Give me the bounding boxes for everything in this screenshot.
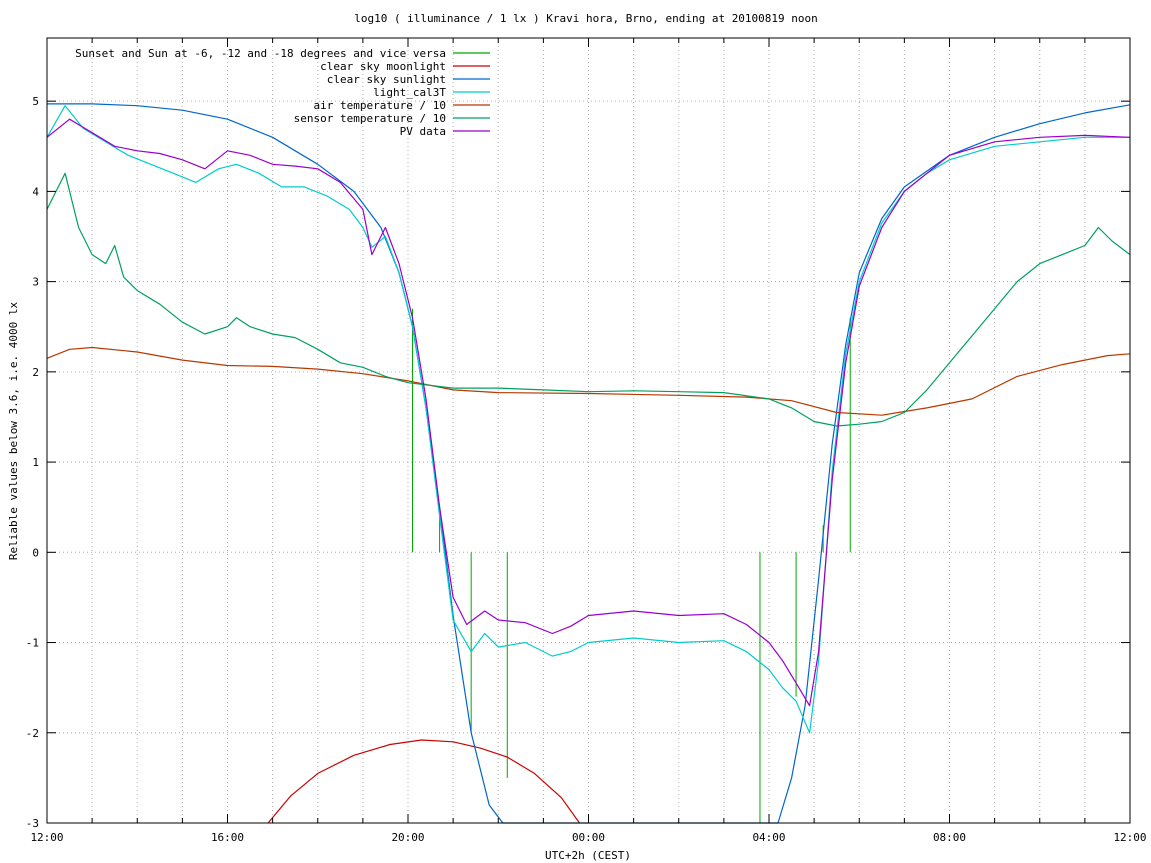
x-tick-label: 12:00 — [1113, 831, 1146, 844]
tick-marks — [47, 38, 1130, 824]
x-tick-label: 16:00 — [211, 831, 244, 844]
x-axis-label: UTC+2h (CEST) — [545, 849, 631, 862]
x-tick-label: 12:00 — [30, 831, 63, 844]
legend-label: sensor temperature / 10 — [294, 112, 446, 125]
y-tick-label: -3 — [26, 817, 39, 830]
y-tick-label: -1 — [26, 637, 39, 650]
plot-area — [46, 103, 1131, 824]
legend-label: clear sky sunlight — [327, 73, 446, 86]
chart-title: log10 ( illuminance / 1 lx ) Kravi hora,… — [354, 12, 818, 25]
series-air-temperature-10 — [46, 346, 1131, 416]
series-line — [46, 118, 1131, 707]
series-clear-sky-moonlight — [267, 739, 580, 824]
series-clear-sky-sunlight — [47, 103, 1131, 824]
legend-label: PV data — [400, 125, 446, 138]
y-tick-label: 5 — [32, 95, 39, 108]
series-light-cal3t — [46, 105, 1130, 734]
y-tick-label: 4 — [32, 185, 39, 198]
legend-label: light_cal3T — [373, 86, 446, 99]
series-line — [46, 172, 1131, 427]
x-tick-label: 08:00 — [933, 831, 966, 844]
legend-label: clear sky moonlight — [320, 60, 446, 73]
series-pv-data — [46, 118, 1131, 707]
y-tick-label: 3 — [32, 276, 39, 289]
grid-lines — [47, 38, 1130, 823]
x-tick-label: 04:00 — [752, 831, 785, 844]
y-tick-label: 0 — [32, 546, 39, 559]
series-line — [47, 103, 1131, 824]
legend: Sunset and Sun at -6, -12 and -18 degree… — [75, 47, 490, 138]
series-sunset-and-sun-at-6-12-and-18-degrees-and-vice-versa — [412, 308, 851, 823]
series-sensor-temperature-10 — [46, 172, 1131, 427]
legend-label: Sunset and Sun at -6, -12 and -18 degree… — [75, 47, 446, 60]
x-tick-label: 00:00 — [572, 831, 605, 844]
legend-label: air temperature / 10 — [314, 99, 446, 112]
series-line — [46, 105, 1130, 734]
y-tick-label: 2 — [32, 366, 39, 379]
y-tick-label: -2 — [26, 727, 39, 740]
x-tick-label: 20:00 — [391, 831, 424, 844]
series-line — [46, 346, 1131, 416]
y-tick-label: 1 — [32, 456, 39, 469]
y-axis-label: Reliable values below 3.6, i.e. 4000 lx — [7, 301, 20, 560]
series-line — [267, 739, 580, 824]
